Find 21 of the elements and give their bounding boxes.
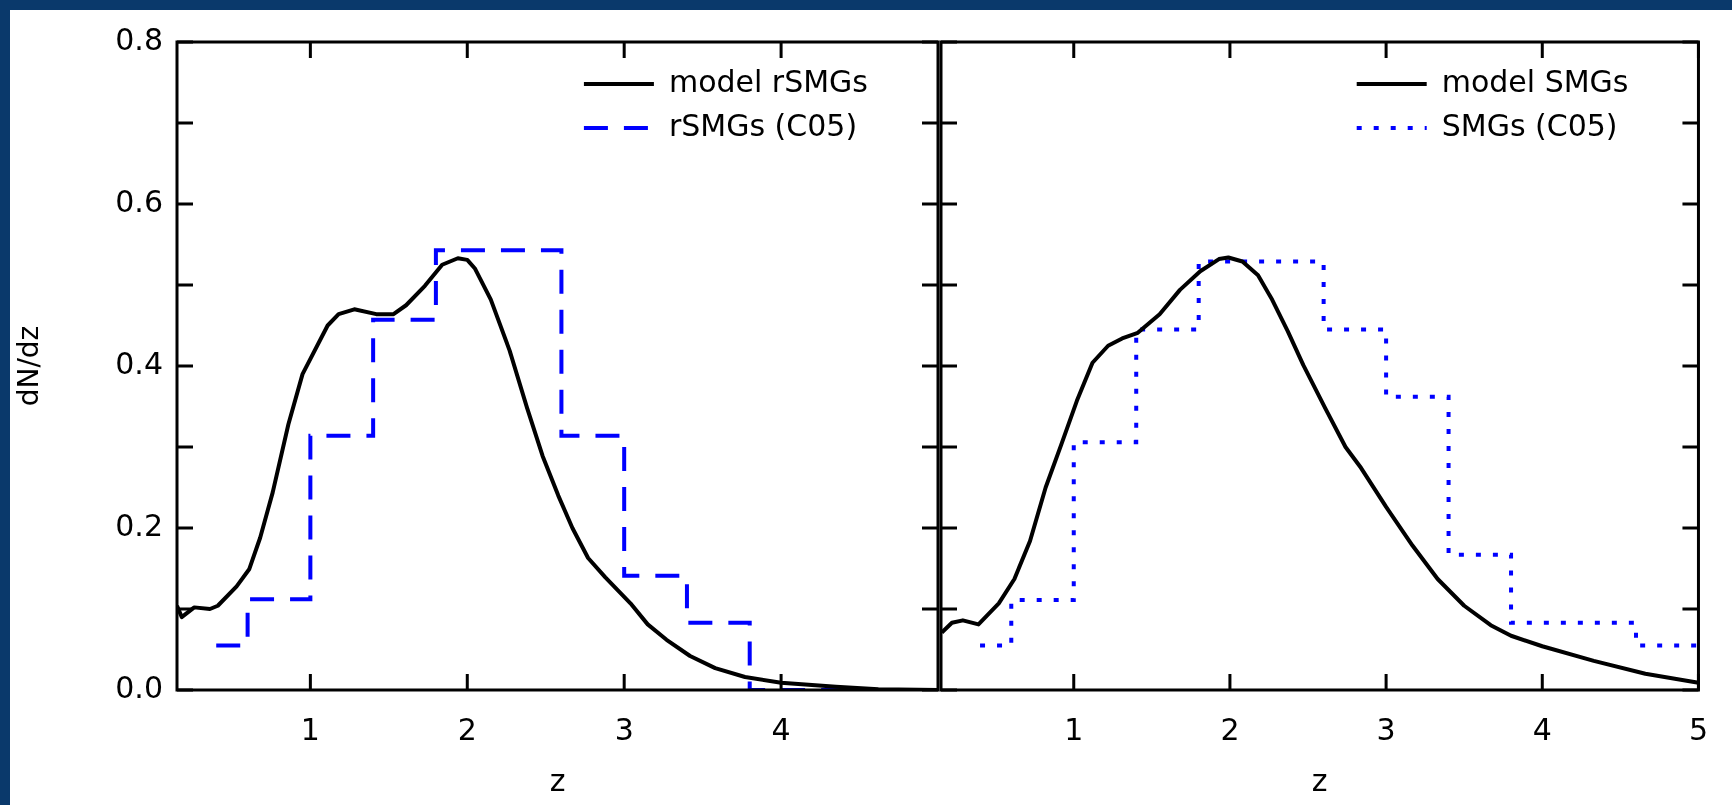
x-tick-label: 4 [1532, 711, 1552, 747]
x-tick-label: 2 [457, 711, 477, 747]
x-tick-label: 4 [771, 711, 791, 747]
legend-label: model SMGs [1441, 63, 1629, 99]
legend-label: model rSMGs [668, 63, 869, 99]
legend-label: rSMGs (C05) [668, 107, 858, 143]
x-tick-label: 3 [1376, 711, 1396, 747]
legend-label: SMGs (C05) [1441, 107, 1618, 143]
y-tick-label: 0.6 [115, 183, 163, 219]
x-axis-title: z [549, 762, 566, 798]
y-tick-label: 0.0 [115, 669, 163, 705]
x-tick-label: 2 [1220, 711, 1240, 747]
x-tick-label: 3 [614, 711, 634, 747]
x-tick-label: 5 [1688, 711, 1708, 747]
y-tick-label: 0.8 [115, 21, 163, 57]
y-tick-label: 0.2 [115, 507, 163, 543]
x-axis-title: z [1311, 762, 1328, 798]
y-axis-title: dN/dz [12, 325, 46, 407]
x-tick-label: 1 [300, 711, 320, 747]
x-tick-label: 1 [1064, 711, 1084, 747]
y-tick-label: 0.4 [115, 345, 163, 381]
